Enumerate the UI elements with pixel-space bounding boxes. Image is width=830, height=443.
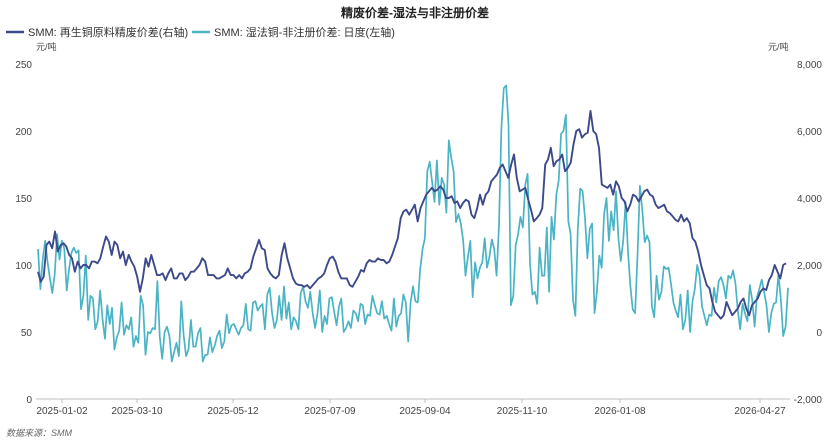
right-axis: -2,000 0 2,000 4,000 6,000 8,000 (794, 60, 823, 406)
series-line-wet-copper-spread (37, 84, 789, 363)
left-tick-label: 200 (15, 127, 32, 138)
x-tick-label: 2025-09-04 (399, 406, 451, 417)
left-tick-label: 100 (15, 261, 32, 272)
series-line-refined-scrap-spread (37, 109, 787, 320)
left-axis: 0 50 100 150 200 250 (15, 60, 32, 406)
right-tick-label: 6,000 (797, 127, 822, 138)
x-tick-label: 2025-05-12 (207, 406, 259, 417)
right-tick-label: 2,000 (797, 261, 822, 272)
legend-label-series-1: SMM: 再生铜原料精废价差(右轴) (28, 25, 188, 39)
left-tick-label: 150 (15, 194, 32, 205)
x-tick-label: 2026-04-27 (734, 406, 786, 417)
right-tick-label: -2,000 (794, 395, 823, 406)
left-axis-unit: 元/吨 (36, 41, 57, 52)
legend-label-series-2: SMM: 湿法铜-非注册价差: 日度(左轴) (214, 25, 395, 39)
left-tick-label: 250 (15, 60, 32, 71)
left-tick-label: 50 (21, 328, 33, 339)
x-axis: 2025-01-02 2025-03-10 2025-05-12 2025-07-09… (36, 399, 786, 417)
source-note: 数据来源：SMM (6, 428, 73, 438)
left-tick-label: 0 (26, 395, 32, 406)
right-tick-label: 0 (816, 328, 822, 339)
x-tick-label: 2026-01-08 (594, 406, 646, 417)
legend: SMM: 再生铜原料精废价差(右轴) SMM: 湿法铜-非注册价差: 日度(左轴… (6, 25, 395, 39)
chart-title: 精废价差-湿法与非注册价差 (341, 5, 489, 20)
x-tick-label: 2025-11-10 (497, 406, 548, 417)
right-tick-label: 4,000 (797, 194, 822, 205)
right-tick-label: 8,000 (797, 60, 822, 71)
x-tick-label: 2025-01-02 (36, 406, 88, 417)
right-axis-unit: 元/吨 (768, 41, 789, 52)
x-tick-label: 2025-03-10 (111, 406, 163, 417)
x-tick-label: 2025-07-09 (304, 406, 356, 417)
